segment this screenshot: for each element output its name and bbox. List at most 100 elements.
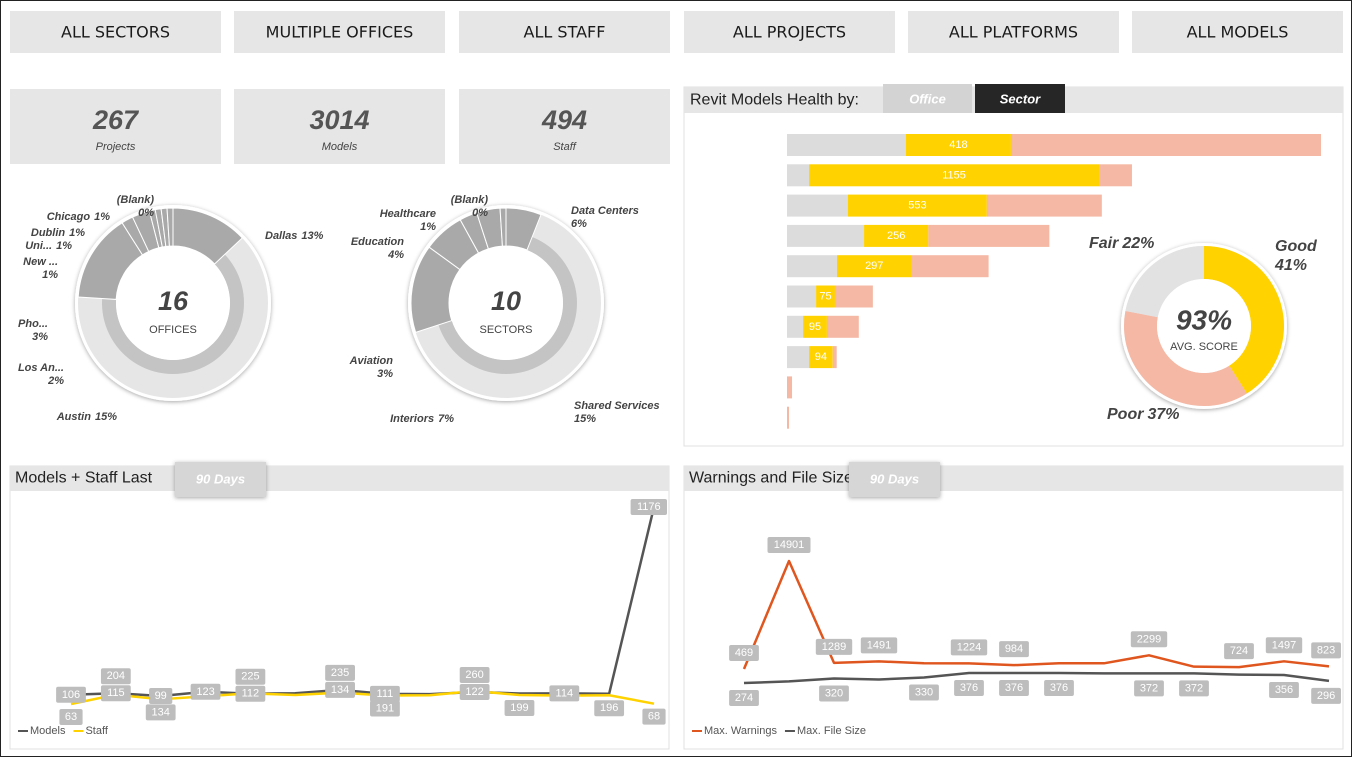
bar-segment bbox=[911, 255, 989, 278]
bar-value-label: 94 bbox=[815, 351, 827, 363]
bar-value-label: 418 bbox=[949, 139, 967, 151]
data-label: 1224 bbox=[957, 641, 981, 653]
segment-name: Dallas bbox=[265, 230, 297, 242]
segment-name: Uni... bbox=[25, 240, 52, 252]
segment-value: 1% bbox=[69, 227, 85, 239]
bar-segment bbox=[848, 194, 987, 217]
filter-button[interactable] bbox=[459, 11, 670, 53]
toggle-button[interactable] bbox=[883, 84, 972, 113]
data-label: 68 bbox=[648, 711, 660, 723]
data-label-box bbox=[630, 499, 667, 515]
donut-segment bbox=[1125, 246, 1204, 318]
filter-button[interactable] bbox=[10, 11, 221, 53]
data-label-box bbox=[999, 680, 1029, 696]
data-label-box bbox=[235, 685, 266, 702]
data-label-box bbox=[1265, 637, 1303, 654]
period-button[interactable] bbox=[849, 462, 940, 497]
data-label-box bbox=[325, 664, 355, 681]
bar-segment bbox=[787, 346, 810, 369]
segment-label: Healthcare 1% bbox=[380, 208, 436, 233]
filter-label: ALL SECTORS bbox=[61, 23, 170, 42]
data-label: 191 bbox=[376, 703, 394, 715]
center-label: OFFICES bbox=[149, 324, 197, 336]
bar-value-label: 1155 bbox=[942, 169, 966, 181]
segment-name: Data Centers bbox=[571, 205, 639, 217]
data-label: 469 bbox=[735, 647, 753, 659]
bar-segment bbox=[986, 194, 1102, 217]
segment-value: 22% bbox=[1121, 235, 1154, 252]
data-label-box bbox=[819, 685, 849, 702]
data-label: 99 bbox=[155, 690, 167, 702]
segment-name: Poor bbox=[1107, 406, 1144, 423]
filter-label: MULTIPLE OFFICES bbox=[266, 23, 414, 42]
segment-value: 7% bbox=[438, 413, 454, 425]
bar-segment bbox=[787, 255, 837, 278]
segment-value: 3% bbox=[377, 368, 393, 380]
data-label: 225 bbox=[241, 671, 259, 683]
kpi-value: 267 bbox=[92, 105, 140, 135]
data-label: 123 bbox=[196, 686, 214, 698]
data-label: 376 bbox=[960, 682, 978, 694]
data-label-box bbox=[145, 704, 176, 721]
bar-segment bbox=[787, 376, 793, 399]
filter-button[interactable] bbox=[1132, 11, 1343, 53]
data-label: 372 bbox=[1185, 682, 1203, 694]
segment-name: Good bbox=[1275, 238, 1318, 255]
data-label-box bbox=[370, 700, 400, 717]
kpi-card bbox=[234, 89, 445, 164]
panel-title: Warnings and File Size Last bbox=[689, 470, 888, 487]
donut-segment bbox=[1204, 246, 1285, 394]
legend-label: Models bbox=[30, 725, 66, 737]
data-label-box bbox=[1224, 643, 1254, 660]
data-label: 196 bbox=[600, 702, 618, 714]
filter-label: ALL MODELS bbox=[1187, 23, 1289, 42]
segment-value: 0% bbox=[472, 207, 488, 219]
filter-button[interactable] bbox=[908, 11, 1119, 53]
segment-value: 1% bbox=[94, 211, 110, 223]
legend-label: Max. Warnings bbox=[704, 725, 777, 737]
data-label: 63 bbox=[65, 711, 77, 723]
segment-label: Uni... 1% bbox=[25, 240, 72, 252]
data-label: 1289 bbox=[822, 641, 846, 653]
bar-segment bbox=[803, 315, 827, 338]
data-label-box bbox=[1311, 687, 1341, 704]
data-label: 1497 bbox=[1272, 639, 1296, 651]
data-label-box bbox=[729, 645, 759, 661]
data-label-box bbox=[594, 700, 625, 717]
donut-hole bbox=[449, 246, 563, 360]
segment-label: Chicago 1% bbox=[47, 211, 111, 223]
data-label-box bbox=[729, 690, 759, 706]
data-label-box bbox=[1179, 680, 1209, 697]
kpi-value: 494 bbox=[541, 105, 587, 135]
segment-value: 4% bbox=[387, 249, 404, 261]
bar-segment bbox=[787, 164, 810, 187]
segment-name: Aviation bbox=[349, 355, 394, 367]
segment-name: (Blank) bbox=[117, 194, 155, 206]
center-label: AVG. SCORE bbox=[1170, 341, 1238, 353]
segment-label: Data Centers 6% bbox=[571, 205, 639, 230]
toggle-label: Office bbox=[909, 92, 946, 107]
data-label: 356 bbox=[1275, 684, 1293, 696]
kpi-label: Projects bbox=[96, 141, 136, 153]
filter-button[interactable] bbox=[234, 11, 445, 53]
data-label-box bbox=[459, 683, 490, 700]
data-label-box bbox=[815, 638, 853, 655]
filter-label: ALL STAFF bbox=[524, 23, 606, 42]
bar-value-label: 75 bbox=[819, 291, 831, 303]
filter-button[interactable] bbox=[684, 11, 895, 53]
data-label: 2299 bbox=[1137, 633, 1161, 645]
segment-name: Shared Services bbox=[574, 400, 660, 412]
center-value: 16 bbox=[158, 286, 189, 316]
segment-name: Healthcare bbox=[380, 208, 436, 220]
segment-label: Pho... 3% bbox=[18, 318, 48, 343]
data-label: 114 bbox=[556, 687, 574, 699]
data-label: 134 bbox=[152, 706, 170, 718]
bar-segment bbox=[836, 255, 912, 278]
bar-segment bbox=[826, 315, 859, 338]
period-button[interactable] bbox=[175, 462, 266, 497]
segment-label: Los An... 2% bbox=[18, 362, 64, 387]
toggle-button[interactable] bbox=[975, 84, 1065, 113]
data-label-box bbox=[860, 637, 898, 654]
segment-name: (Blank) bbox=[451, 194, 489, 206]
data-label: 106 bbox=[62, 689, 80, 701]
